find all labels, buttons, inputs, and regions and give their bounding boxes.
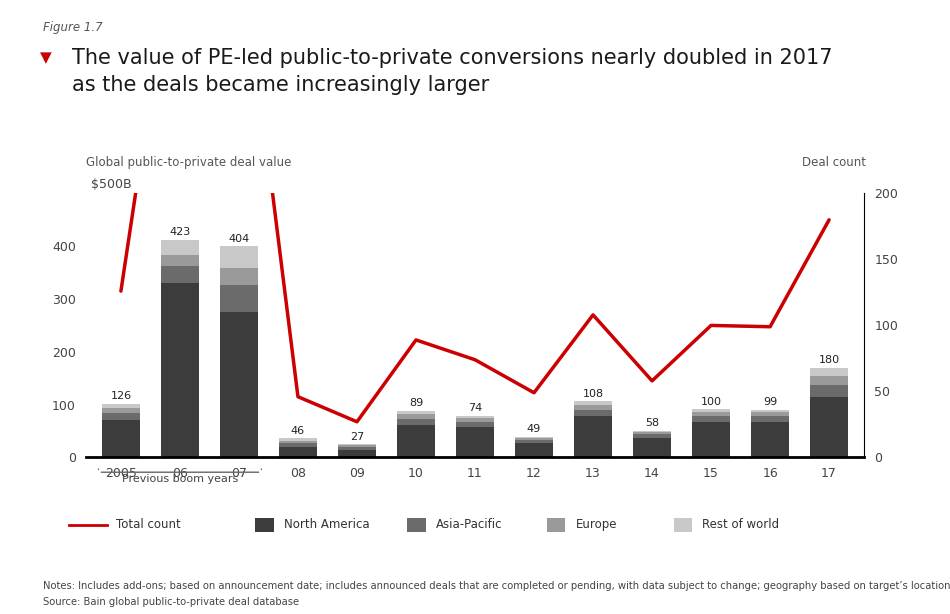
Bar	[161, 283, 200, 457]
Bar	[810, 397, 848, 457]
Bar	[102, 408, 140, 413]
Bar	[219, 312, 258, 457]
Bar	[750, 410, 789, 412]
Bar	[338, 449, 376, 457]
Bar	[633, 431, 672, 432]
Bar	[408, 518, 426, 532]
Bar	[338, 447, 376, 449]
Text: Total count: Total count	[116, 518, 180, 532]
Text: 27: 27	[350, 432, 364, 441]
Bar	[278, 440, 317, 443]
Bar	[219, 285, 258, 312]
Bar	[338, 445, 376, 447]
Bar	[750, 422, 789, 457]
Text: 126: 126	[110, 391, 131, 401]
Text: Global public-to-private deal value: Global public-to-private deal value	[86, 156, 291, 169]
Bar	[161, 240, 200, 255]
Bar	[574, 402, 612, 405]
Text: Deal count: Deal count	[803, 156, 866, 169]
Bar	[547, 518, 565, 532]
Text: 46: 46	[291, 426, 305, 436]
Bar	[633, 434, 672, 438]
Text: as the deals became increasingly larger: as the deals became increasingly larger	[72, 75, 489, 95]
Text: Previous boom years: Previous boom years	[122, 475, 238, 484]
Bar	[810, 385, 848, 397]
Text: 404: 404	[228, 233, 250, 244]
Bar	[397, 419, 435, 425]
Text: 180: 180	[819, 355, 840, 365]
Text: Figure 1.7: Figure 1.7	[43, 21, 103, 34]
Bar	[692, 410, 731, 412]
Bar	[692, 416, 731, 422]
Bar	[219, 246, 258, 268]
Bar	[397, 411, 435, 414]
Bar	[256, 518, 274, 532]
Text: Source: Bain global public-to-private deal database: Source: Bain global public-to-private de…	[43, 597, 299, 607]
Bar	[102, 413, 140, 421]
Bar	[456, 427, 494, 457]
Bar	[397, 414, 435, 419]
Bar	[278, 438, 317, 440]
Text: 58: 58	[645, 418, 659, 429]
Text: $500B: $500B	[91, 178, 132, 191]
Bar	[574, 416, 612, 457]
Text: 49: 49	[527, 424, 541, 434]
Bar	[219, 268, 258, 285]
Bar	[278, 443, 317, 447]
Text: North America: North America	[284, 518, 370, 532]
Bar	[456, 418, 494, 422]
Bar	[456, 422, 494, 427]
Bar	[692, 412, 731, 416]
Bar	[810, 368, 848, 376]
Bar	[515, 440, 553, 443]
Bar	[574, 410, 612, 416]
Bar	[515, 443, 553, 457]
Bar	[161, 266, 200, 283]
Text: 108: 108	[582, 389, 603, 399]
Text: ▼: ▼	[40, 50, 51, 65]
Text: 99: 99	[763, 397, 777, 407]
Bar	[397, 425, 435, 457]
Bar	[750, 416, 789, 422]
Bar	[102, 421, 140, 457]
Bar	[633, 438, 672, 457]
Bar	[633, 432, 672, 434]
Text: Notes: Includes add-ons; based on announcement date; includes announced deals th: Notes: Includes add-ons; based on announ…	[43, 581, 950, 591]
Bar	[674, 518, 693, 532]
Bar	[278, 447, 317, 457]
Bar	[692, 422, 731, 457]
Text: Asia-Pacific: Asia-Pacific	[436, 518, 503, 532]
Text: 100: 100	[700, 397, 722, 406]
Bar	[456, 416, 494, 418]
Bar	[161, 255, 200, 266]
Text: Rest of world: Rest of world	[702, 518, 780, 532]
Text: Europe: Europe	[576, 518, 618, 532]
Bar	[750, 412, 789, 416]
Bar	[102, 403, 140, 408]
Bar	[574, 405, 612, 410]
Text: 89: 89	[408, 398, 423, 408]
Text: 74: 74	[467, 403, 482, 413]
Bar	[515, 437, 553, 438]
Text: The value of PE-led public-to-private conversions nearly doubled in 2017: The value of PE-led public-to-private co…	[72, 48, 833, 68]
Bar	[515, 438, 553, 440]
Bar	[810, 376, 848, 385]
Text: 423: 423	[169, 227, 191, 237]
